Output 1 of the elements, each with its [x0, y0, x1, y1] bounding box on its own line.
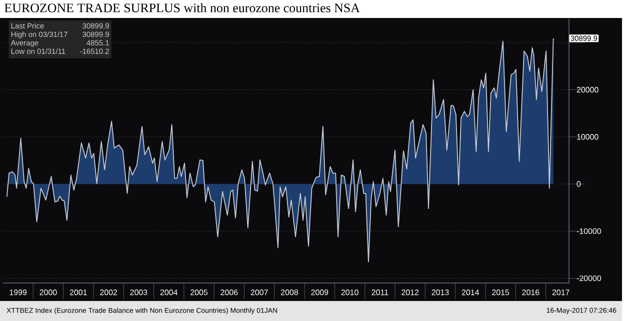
chart-title: EUROZONE TRADE SURPLUS with non eurozone countries NSA: [4, 3, 360, 12]
